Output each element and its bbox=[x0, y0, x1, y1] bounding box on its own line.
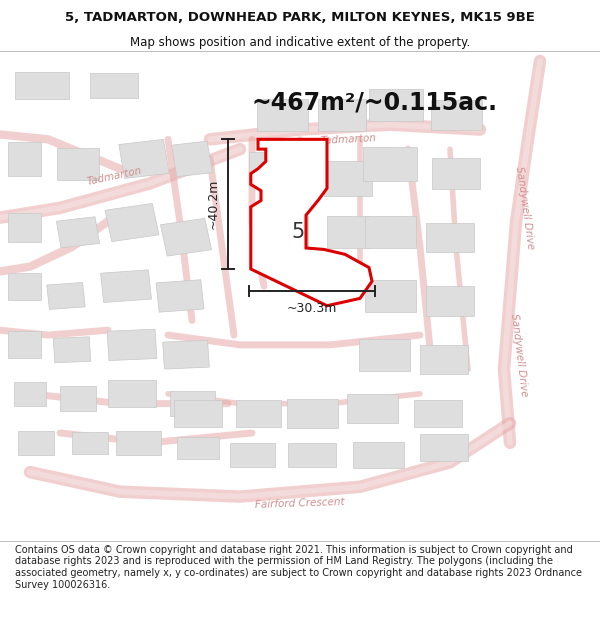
Bar bbox=[160, 218, 212, 256]
Bar bbox=[107, 329, 157, 361]
Bar bbox=[14, 382, 47, 406]
Bar bbox=[359, 339, 409, 371]
Bar bbox=[365, 216, 415, 248]
Bar bbox=[420, 345, 468, 374]
Bar bbox=[420, 434, 468, 461]
Bar bbox=[229, 442, 275, 468]
Text: ~30.3m: ~30.3m bbox=[287, 302, 337, 315]
Polygon shape bbox=[251, 139, 372, 306]
Text: ~467m²/~0.115ac.: ~467m²/~0.115ac. bbox=[252, 91, 498, 114]
Text: Tadmarton: Tadmarton bbox=[86, 166, 142, 187]
Bar bbox=[119, 139, 169, 178]
Text: Map shows position and indicative extent of the property.: Map shows position and indicative extent… bbox=[130, 36, 470, 49]
Bar bbox=[369, 89, 423, 121]
Bar bbox=[426, 222, 474, 252]
Bar bbox=[347, 394, 398, 423]
Bar bbox=[105, 204, 159, 242]
Bar bbox=[287, 399, 337, 428]
Bar bbox=[431, 100, 482, 129]
Bar bbox=[163, 340, 209, 369]
Bar bbox=[56, 217, 100, 248]
Text: Tadmarton: Tadmarton bbox=[320, 133, 376, 146]
Text: 5, TADMARTON, DOWNHEAD PARK, MILTON KEYNES, MK15 9BE: 5, TADMARTON, DOWNHEAD PARK, MILTON KEYN… bbox=[65, 11, 535, 24]
Bar bbox=[57, 148, 99, 180]
Bar bbox=[432, 158, 480, 189]
Bar bbox=[170, 391, 215, 416]
Bar bbox=[353, 441, 404, 469]
Bar bbox=[7, 272, 41, 299]
Text: Sandywell Drive: Sandywell Drive bbox=[509, 312, 529, 397]
Bar bbox=[72, 432, 108, 454]
Bar bbox=[177, 437, 219, 459]
Text: Fairford Crescent: Fairford Crescent bbox=[255, 498, 345, 511]
Bar bbox=[90, 73, 138, 98]
Bar bbox=[7, 142, 41, 176]
Text: Contains OS data © Crown copyright and database right 2021. This information is : Contains OS data © Crown copyright and d… bbox=[15, 545, 582, 589]
Bar bbox=[257, 216, 308, 248]
Bar bbox=[115, 431, 161, 455]
Bar bbox=[108, 381, 156, 408]
Bar bbox=[324, 161, 372, 196]
Bar bbox=[18, 431, 54, 455]
Text: ~40.2m: ~40.2m bbox=[206, 179, 220, 229]
Bar bbox=[7, 331, 41, 358]
Bar bbox=[327, 216, 369, 248]
Bar bbox=[60, 386, 96, 411]
Bar bbox=[414, 400, 462, 427]
Bar bbox=[363, 147, 417, 181]
Text: 5: 5 bbox=[292, 222, 305, 243]
Bar bbox=[318, 99, 366, 131]
Bar bbox=[257, 99, 308, 131]
Bar bbox=[174, 400, 222, 427]
Bar bbox=[288, 442, 336, 468]
Bar bbox=[53, 337, 91, 362]
Bar bbox=[172, 141, 212, 177]
Bar bbox=[156, 280, 204, 312]
Bar bbox=[235, 400, 281, 427]
Bar bbox=[7, 213, 41, 242]
Bar bbox=[47, 282, 85, 309]
Bar bbox=[249, 152, 303, 186]
Bar bbox=[101, 270, 151, 302]
Bar bbox=[365, 280, 415, 312]
Bar bbox=[426, 286, 474, 316]
Text: Sandywell Drive: Sandywell Drive bbox=[514, 166, 536, 250]
Bar bbox=[15, 72, 69, 99]
